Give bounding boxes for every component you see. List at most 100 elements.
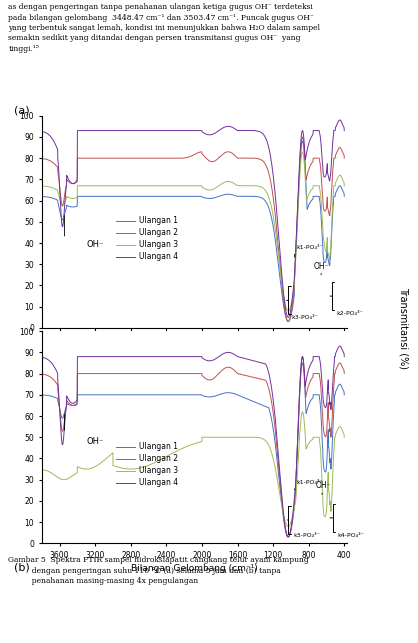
Ulangan 4 [285, 313, 291, 321]
Ulangan 3 [226, 177, 231, 185]
Ulangan 2 [307, 163, 312, 171]
Line: Ulangan 3: Ulangan 3 [42, 152, 344, 311]
Line: Ulangan 2: Ulangan 2 [42, 357, 344, 537]
Ulangan 4 [289, 520, 294, 527]
Ulangan 3 [226, 433, 231, 441]
Ulangan 2 [45, 372, 50, 379]
Line: Ulangan 1: Ulangan 1 [42, 141, 344, 322]
Text: (a): (a) [14, 105, 30, 116]
Ulangan 1 [342, 192, 347, 200]
Ulangan 4 [39, 127, 44, 134]
Text: Transmitansi (%): Transmitansi (%) [398, 287, 408, 369]
Ulangan 3 [212, 185, 217, 192]
Ulangan 3 [45, 467, 50, 475]
Ulangan 4 [212, 356, 217, 363]
Ulangan 2 [307, 379, 312, 386]
Ulangan 2 [226, 363, 231, 371]
Ulangan 2 [289, 305, 294, 313]
Ulangan 3 [285, 307, 291, 315]
Ulangan 1 [212, 392, 217, 400]
Ulangan 1 [226, 190, 231, 198]
Text: OH⁻: OH⁻ [86, 437, 104, 446]
Ulangan 2 [226, 148, 231, 156]
Ulangan 1 [78, 391, 83, 399]
Ulangan 3 [39, 466, 44, 473]
Ulangan 2 [342, 154, 347, 162]
Ulangan 4 [342, 127, 347, 134]
Ulangan 1 [285, 318, 291, 325]
Ulangan 2 [45, 156, 50, 163]
Legend: Ulangan 1, Ulangan 2, Ulangan 3, Ulangan 4: Ulangan 1, Ulangan 2, Ulangan 3, Ulangan… [113, 439, 181, 491]
Ulangan 3 [289, 516, 294, 523]
Ulangan 3 [45, 183, 50, 190]
Ulangan 3 [285, 523, 291, 530]
Line: Ulangan 4: Ulangan 4 [42, 120, 344, 317]
Ulangan 4 [226, 123, 231, 131]
Line: Ulangan 2: Ulangan 2 [42, 137, 344, 322]
Ulangan 1 [307, 199, 312, 207]
Ulangan 2 [289, 521, 294, 529]
Ulangan 4 [337, 116, 342, 124]
Text: OH⁻: OH⁻ [314, 262, 330, 271]
Ulangan 4 [285, 533, 291, 541]
Ulangan 4 [342, 353, 347, 361]
Ulangan 3 [300, 408, 305, 415]
Legend: Ulangan 1, Ulangan 2, Ulangan 3, Ulangan 4: Ulangan 1, Ulangan 2, Ulangan 3, Ulangan… [113, 213, 181, 264]
Ulangan 2 [285, 318, 291, 325]
Ulangan 4 [45, 130, 50, 138]
Ulangan 3 [342, 182, 347, 190]
Ulangan 2 [212, 157, 217, 165]
Ulangan 3 [342, 433, 347, 441]
Ulangan 2 [212, 374, 217, 381]
Ulangan 3 [300, 148, 305, 156]
Ulangan 2 [300, 353, 305, 361]
Ulangan 1 [226, 389, 231, 397]
Ulangan 4 [212, 129, 217, 137]
Text: k3-PO₄³⁻: k3-PO₄³⁻ [293, 533, 320, 538]
Ulangan 4 [39, 353, 44, 361]
Ulangan 1 [289, 309, 294, 316]
Ulangan 1 [212, 194, 217, 201]
Ulangan 3 [78, 182, 83, 190]
Ulangan 1 [307, 399, 312, 406]
Ulangan 2 [285, 533, 291, 541]
X-axis label: Bilangan Gelombang (cm⁻¹): Bilangan Gelombang (cm⁻¹) [131, 564, 258, 573]
Ulangan 4 [289, 300, 294, 307]
Ulangan 3 [39, 182, 44, 190]
Ulangan 1 [285, 533, 291, 541]
Ulangan 1 [39, 192, 44, 200]
Ulangan 2 [78, 154, 83, 162]
Ulangan 1 [45, 193, 50, 201]
Line: Ulangan 4: Ulangan 4 [42, 346, 344, 537]
Text: OH⁻: OH⁻ [316, 481, 331, 490]
Ulangan 2 [300, 133, 305, 141]
Ulangan 4 [78, 127, 83, 134]
Ulangan 3 [78, 464, 83, 472]
Text: k1-PO₄³⁻: k1-PO₄³⁻ [296, 246, 323, 250]
Line: Ulangan 3: Ulangan 3 [42, 412, 344, 527]
Ulangan 3 [307, 188, 312, 196]
Ulangan 4 [226, 349, 231, 356]
Ulangan 1 [45, 392, 50, 399]
Text: Gambar 5  Spektra FTIR sampel hidroksiapatit cangkang telur ayam kampung
       : Gambar 5 Spektra FTIR sampel hidroksiapa… [8, 556, 309, 585]
Text: OH⁻: OH⁻ [86, 240, 104, 249]
Ulangan 1 [300, 138, 305, 145]
Ulangan 1 [78, 192, 83, 200]
Ulangan 3 [307, 438, 312, 446]
Text: (b): (b) [14, 563, 30, 573]
Text: as dengan pengeringan tanpa penahanan ulangan ketiga gugus OH⁻ terdeteksi
pada b: as dengan pengeringan tanpa penahanan ul… [8, 3, 320, 53]
Ulangan 1 [39, 391, 44, 399]
Ulangan 4 [45, 356, 50, 363]
Ulangan 4 [307, 137, 312, 145]
Ulangan 2 [78, 370, 83, 377]
Ulangan 1 [300, 359, 305, 367]
Ulangan 3 [212, 433, 217, 441]
Ulangan 1 [342, 391, 347, 399]
Ulangan 3 [289, 298, 294, 305]
Text: k4-PO₄³⁻: k4-PO₄³⁻ [338, 533, 364, 538]
Ulangan 2 [39, 154, 44, 162]
Ulangan 2 [39, 370, 44, 377]
Text: k1-PO₄³⁻: k1-PO₄³⁻ [296, 480, 323, 485]
Ulangan 4 [78, 353, 83, 361]
Line: Ulangan 1: Ulangan 1 [42, 363, 344, 537]
